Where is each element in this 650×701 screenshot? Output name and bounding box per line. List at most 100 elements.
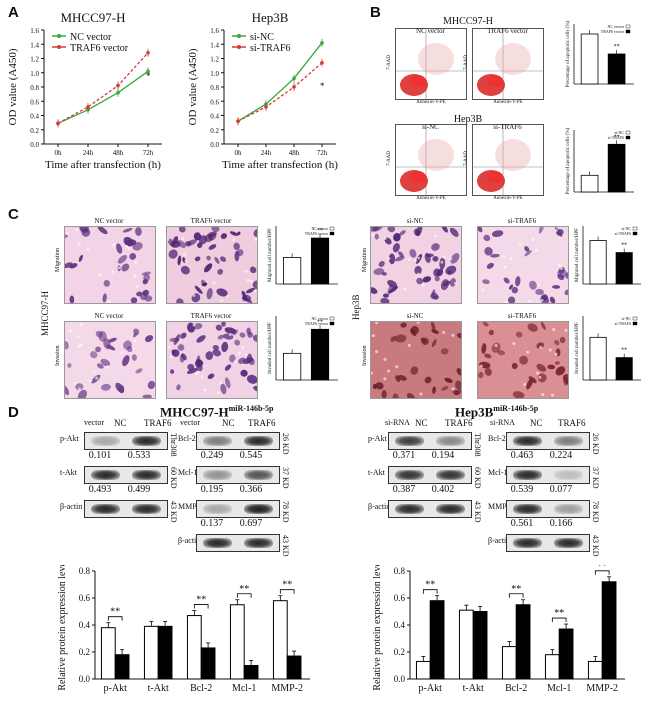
stained-cell: [141, 271, 152, 276]
micrograph-label: NC vector: [94, 217, 124, 225]
membrane-pore: [503, 265, 507, 269]
stained-cell: [394, 255, 405, 262]
stained-cell: [78, 254, 83, 262]
stained-cell: [512, 391, 525, 398]
bar: [143, 625, 159, 680]
stained-cell: [430, 292, 438, 300]
stained-cell: [239, 332, 246, 338]
flow-cytometry-plot: [472, 28, 544, 100]
blot-protein-label: MMP-2: [178, 502, 204, 511]
row-label: Invasion: [362, 345, 368, 366]
band-density-value: 0.463: [510, 450, 534, 461]
cell-stain: [65, 227, 153, 303]
y-axis-label: Migrated cell number/HPF: [268, 228, 273, 282]
protein-band: [203, 436, 232, 446]
membrane-pore: [244, 353, 248, 357]
stained-cell: [420, 337, 427, 344]
protein-band: [203, 538, 232, 548]
protein-band: [554, 470, 583, 480]
line-chart-hep3b: Hep3B 0.0 0.2 0.4 0.6 0.8 1.0 1.2 1.4 1.6 0h 24h 48h…: [187, 10, 338, 171]
legend-swatch: [632, 321, 638, 326]
stained-cell: [77, 389, 87, 398]
blot-protein-label: p-Akt: [368, 434, 387, 443]
band-density-value: 0.166: [549, 518, 573, 529]
legend-label: NC vector: [311, 226, 328, 231]
membrane-pore: [387, 257, 391, 261]
data-point: [56, 121, 60, 126]
stained-cell: [515, 276, 521, 287]
bar: [558, 628, 574, 680]
bar: [615, 252, 633, 285]
stained-cell: [482, 322, 489, 327]
y-tick-label: 1.4: [30, 41, 39, 49]
significance-bracket: [236, 593, 252, 598]
protein-band: [436, 436, 465, 446]
blot-group-label: vector: [180, 418, 200, 427]
blot-column-label: NC: [415, 418, 428, 428]
transwell-micrograph: [370, 321, 462, 399]
protein-band: [436, 504, 465, 514]
stained-cell: [234, 250, 240, 262]
stained-cell: [383, 293, 389, 298]
stained-cell: [233, 242, 240, 251]
protein-band: [244, 504, 273, 514]
micrograph-label: TRAF6 vector: [190, 217, 232, 225]
membrane-pore: [77, 242, 81, 246]
significance-mark: **: [425, 580, 435, 591]
membrane-pore: [76, 335, 80, 339]
significance-bracket: [551, 617, 567, 623]
membrane-pore: [192, 323, 196, 327]
stained-cell: [538, 227, 545, 234]
y-tick-label: 0.8: [30, 84, 39, 92]
membrane-pore: [89, 379, 93, 383]
membrane-pore: [512, 342, 516, 346]
stained-cell: [484, 247, 493, 256]
western-blot-strip: [84, 466, 168, 484]
panel-b-title-mhcc: MHCC97-H: [442, 16, 493, 27]
stained-cell: [381, 390, 387, 398]
stained-cell: [409, 249, 417, 258]
stained-cell: [196, 335, 206, 343]
x-tick-label: MMP-2: [271, 683, 303, 694]
stained-cell: [486, 262, 494, 269]
blot-kd-label: Thr308: [473, 433, 482, 457]
x-tick-label: p-Akt: [104, 683, 128, 694]
bar: [114, 654, 130, 680]
stained-cell: [519, 355, 529, 365]
stained-cell: [253, 385, 257, 392]
bar: [286, 655, 302, 680]
data-point: [236, 119, 240, 123]
data-point: [116, 90, 120, 95]
band-density-value: 0.545: [239, 450, 263, 461]
stained-cell: [524, 246, 530, 252]
stained-cell: [440, 279, 449, 291]
stained-cell: [224, 327, 237, 334]
significance-mark: **: [317, 319, 323, 325]
stained-cell: [123, 236, 134, 247]
legend-marker: [237, 45, 241, 49]
blot-column-label: TRAF6: [558, 418, 586, 428]
stained-cell: [371, 227, 380, 232]
membrane-pore: [86, 247, 90, 251]
legend-label: NC vector: [70, 32, 112, 43]
membrane-pore: [440, 260, 444, 264]
stained-cell: [372, 383, 377, 390]
cell-stain: [371, 322, 461, 398]
y-tick-label: 0.0: [210, 141, 219, 149]
y-tick-label: 0.8: [79, 566, 91, 576]
blot-protein-label: t-Akt: [368, 468, 385, 477]
band-density-value: 0.697: [239, 518, 263, 529]
stained-cell: [96, 363, 104, 369]
stained-cell: [81, 228, 91, 237]
cell-stain: [65, 323, 155, 398]
stained-cell: [181, 353, 187, 361]
stained-cell: [216, 288, 228, 297]
y-tick-label: 0.6: [394, 593, 406, 603]
blot-kd-label: 78 KD: [281, 501, 290, 523]
row-label: Invasion: [55, 345, 61, 366]
legend-label: NC vector: [311, 316, 328, 321]
membrane-pore: [537, 283, 541, 287]
membrane-pore: [183, 252, 187, 256]
